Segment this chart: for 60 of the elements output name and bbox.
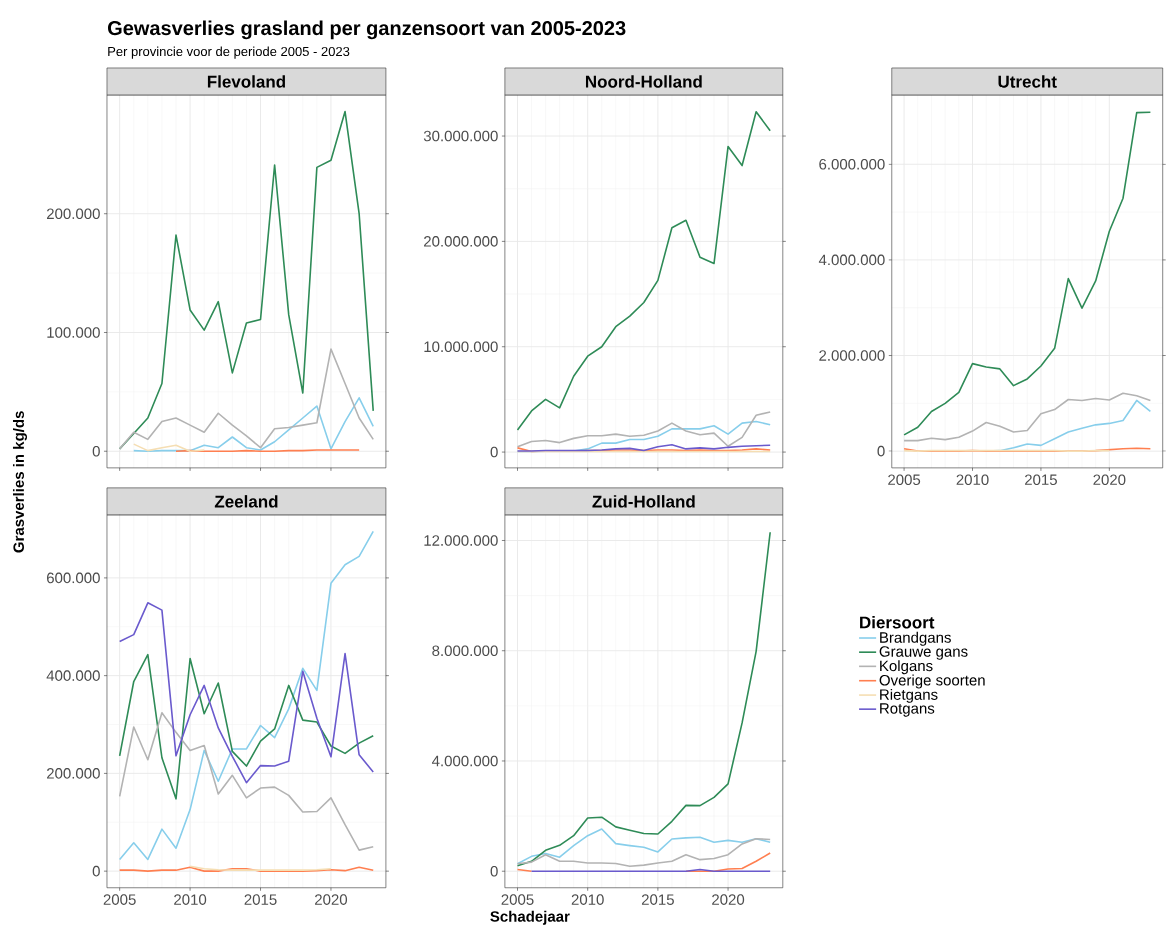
chart-title: Utrecht [998, 75, 1057, 88]
y-tick-label: 8.000.000 [432, 645, 498, 657]
x-tick-label: 2005 [501, 894, 534, 906]
y-tick-label: 20.000.000 [424, 236, 498, 247]
y-tick-label: 0 [490, 446, 498, 458]
y-axis-title: Grasverlies in kg/ds [12, 411, 28, 553]
x-tick-label: 2010 [571, 894, 604, 906]
legend-label: Grauwe gans [879, 646, 968, 660]
x-tick-label: 2005 [888, 474, 921, 486]
y-tick-label: 100.000 [47, 327, 100, 338]
x-tick-label: 2005 [103, 894, 136, 906]
y-tick-label: 200.000 [47, 768, 100, 779]
line-series [118, 653, 375, 800]
y-tick-label: 12.000.000 [424, 535, 498, 546]
y-tick-label: 200.000 [47, 208, 100, 220]
line-series [516, 111, 771, 431]
y-tick-label: 4.000.000 [818, 254, 885, 266]
y-tick-label: 10.000.000 [424, 341, 498, 353]
line-series [516, 828, 771, 865]
y-tick-label: 0 [877, 445, 885, 457]
y-tick-label: 600.000 [47, 572, 100, 584]
line-series [118, 348, 375, 450]
line-series [118, 602, 375, 784]
y-tick-label: 0 [92, 446, 100, 457]
chart-title: Zuid-Holland [592, 495, 695, 508]
chart-title: Flevoland [207, 75, 285, 88]
y-tick-label: 4.000.000 [431, 755, 498, 767]
y-tick-label: 30.000.000 [423, 130, 498, 142]
line-series [516, 531, 771, 867]
chart-title: Zeeland [214, 495, 278, 508]
y-tick-label: 6.000.000 [819, 159, 885, 170]
legend-label: Brandgans [880, 631, 951, 646]
x-tick-label: 2015 [244, 894, 277, 906]
y-tick-label: 0 [92, 865, 100, 877]
y-tick-label: 0 [490, 866, 498, 877]
legend-label: Rotgans [880, 703, 935, 717]
x-tick-label: 2020 [315, 894, 348, 906]
text: Gewasverlies grasland per ganzensoort van 2005-2023 [108, 20, 626, 40]
legend-label: Rietgans [880, 689, 938, 703]
line-series [118, 712, 375, 852]
x-tick-label: 2010 [174, 894, 207, 906]
chart-title: Noord-Holland [585, 75, 702, 88]
y-tick-label: 2.000.000 [819, 350, 885, 361]
legend-title: Diersoort [860, 616, 935, 629]
x-tick-label: 2010 [956, 474, 989, 486]
x-tick-label: 2015 [1025, 474, 1057, 486]
text: Per provincie voor de periode 2005 - 2023 [108, 46, 350, 59]
x-axis-title: Schadejaar [490, 910, 570, 925]
line-series [516, 838, 771, 868]
line-series [132, 443, 205, 453]
x-tick-label: 2015 [641, 894, 674, 906]
line-series [903, 111, 1152, 436]
legend-label: Overige soorten [879, 674, 985, 689]
legend-label: Kolgans [880, 660, 933, 675]
x-tick-label: 2020 [712, 894, 745, 906]
line-series [118, 530, 375, 861]
line-series [903, 392, 1152, 442]
x-tick-label: 2020 [1093, 474, 1126, 486]
y-tick-label: 400.000 [46, 670, 100, 682]
line-series [516, 411, 771, 448]
